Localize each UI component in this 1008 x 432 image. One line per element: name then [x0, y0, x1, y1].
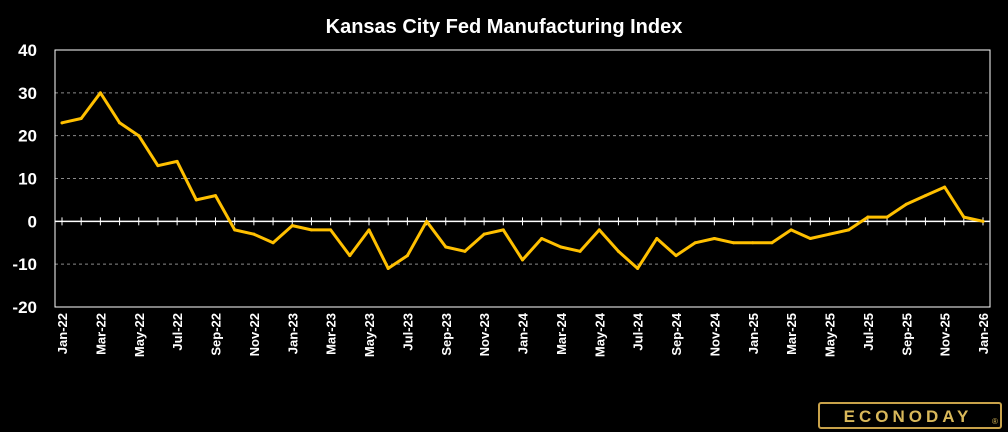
- x-tick-label: Sep-25: [899, 313, 914, 356]
- plot-area-frame: [54, 49, 991, 308]
- x-tick-label: May-25: [823, 313, 838, 357]
- data-point: [885, 215, 889, 219]
- data-point: [693, 241, 697, 245]
- data-point: [156, 164, 160, 168]
- zero-axis: [55, 217, 990, 226]
- x-tick-label: Mar-24: [554, 312, 569, 355]
- x-tick-label: Jul-25: [861, 313, 876, 351]
- data-point: [386, 266, 390, 270]
- x-tick-label: Sep-24: [669, 312, 684, 355]
- x-tick-label: Jan-24: [516, 312, 531, 354]
- data-point: [789, 228, 793, 232]
- x-tick-label: Nov-23: [477, 313, 492, 356]
- logo-frame: [818, 402, 1002, 429]
- data-point: [79, 117, 83, 121]
- data-point: [770, 241, 774, 245]
- y-tick-label: 30: [18, 84, 37, 103]
- x-tick-label: May-23: [362, 313, 377, 357]
- data-point: [828, 232, 831, 236]
- x-tick-label: May-24: [592, 312, 607, 357]
- series-line: [60, 91, 985, 270]
- data-point: [923, 194, 927, 198]
- x-tick-label: Nov-25: [938, 313, 953, 356]
- data-point: [559, 245, 563, 249]
- econoday-logo: ECONODAY ®: [818, 402, 1002, 429]
- y-tick-label: 20: [18, 127, 37, 146]
- x-tick-label: Jul-24: [631, 312, 646, 350]
- data-point: [348, 254, 352, 258]
- x-tick-label: Mar-23: [324, 313, 339, 355]
- data-point: [847, 228, 851, 232]
- data-point: [137, 134, 141, 138]
- data-point: [214, 194, 217, 198]
- data-point: [501, 228, 505, 232]
- logo-registered-mark: ®: [992, 417, 998, 426]
- data-point: [463, 249, 467, 253]
- x-tick-label: Mar-25: [784, 313, 799, 355]
- data-point: [655, 236, 659, 240]
- y-tick-label: -20: [12, 298, 37, 317]
- x-axis-tick-labels: Jan-22 Mar-22 May-22 Jul-22 Sep-22 Nov-22 Jan-…: [55, 312, 991, 357]
- data-point: [674, 254, 678, 258]
- x-tick-label: Jan-23: [285, 313, 300, 354]
- logo-text: ECONODAY: [844, 407, 973, 426]
- data-point: [616, 249, 620, 253]
- data-point: [252, 232, 256, 236]
- series-layer: [60, 91, 985, 270]
- data-point: [597, 228, 601, 232]
- data-point: [540, 236, 544, 240]
- x-tick-label: Jan-22: [55, 313, 70, 354]
- y-axis-tick-labels: 40 30 20 10 0 -10 -20: [12, 41, 37, 317]
- data-point: [751, 241, 755, 245]
- data-point: [60, 121, 64, 125]
- x-tick-label: Nov-24: [707, 312, 722, 356]
- y-tick-label: -10: [12, 255, 37, 274]
- y-tick-label: 0: [28, 212, 37, 231]
- data-point: [866, 215, 870, 219]
- data-point: [732, 241, 736, 245]
- chart-title: Kansas City Fed Manufacturing Index: [326, 16, 683, 38]
- data-point: [405, 254, 409, 258]
- data-point: [712, 236, 716, 240]
- data-point: [981, 219, 985, 223]
- data-point: [290, 224, 294, 228]
- grid-lines: [55, 92, 990, 265]
- data-point: [521, 258, 524, 262]
- data-point: [425, 219, 429, 223]
- data-point: [233, 228, 237, 232]
- x-tick-label: Sep-22: [209, 313, 224, 356]
- data-point: [904, 202, 908, 206]
- data-point: [943, 185, 947, 189]
- data-point: [118, 121, 122, 125]
- data-point: [444, 245, 448, 249]
- data-point: [482, 232, 486, 236]
- data-point: [271, 241, 275, 245]
- x-tick-label: Jul-22: [170, 313, 185, 351]
- x-tick-label: May-22: [132, 313, 147, 357]
- data-point: [194, 198, 198, 202]
- data-point: [329, 228, 333, 232]
- x-tick-label: Sep-23: [439, 313, 454, 356]
- x-tick-label: Mar-22: [93, 313, 108, 355]
- x-tick-label: Jan-25: [746, 313, 761, 354]
- data-point: [98, 91, 102, 95]
- y-tick-label: 10: [18, 170, 37, 189]
- data-point: [636, 266, 640, 270]
- data-point: [175, 159, 179, 163]
- data-point: [578, 249, 582, 253]
- data-point: [367, 228, 371, 232]
- x-tick-label: Nov-22: [247, 313, 262, 356]
- data-point: [962, 215, 966, 219]
- y-tick-label: 40: [18, 41, 37, 60]
- data-point: [808, 236, 812, 240]
- x-tick-label: Jan-26: [976, 313, 991, 354]
- x-tick-label: Jul-23: [400, 313, 415, 351]
- data-point: [309, 228, 313, 232]
